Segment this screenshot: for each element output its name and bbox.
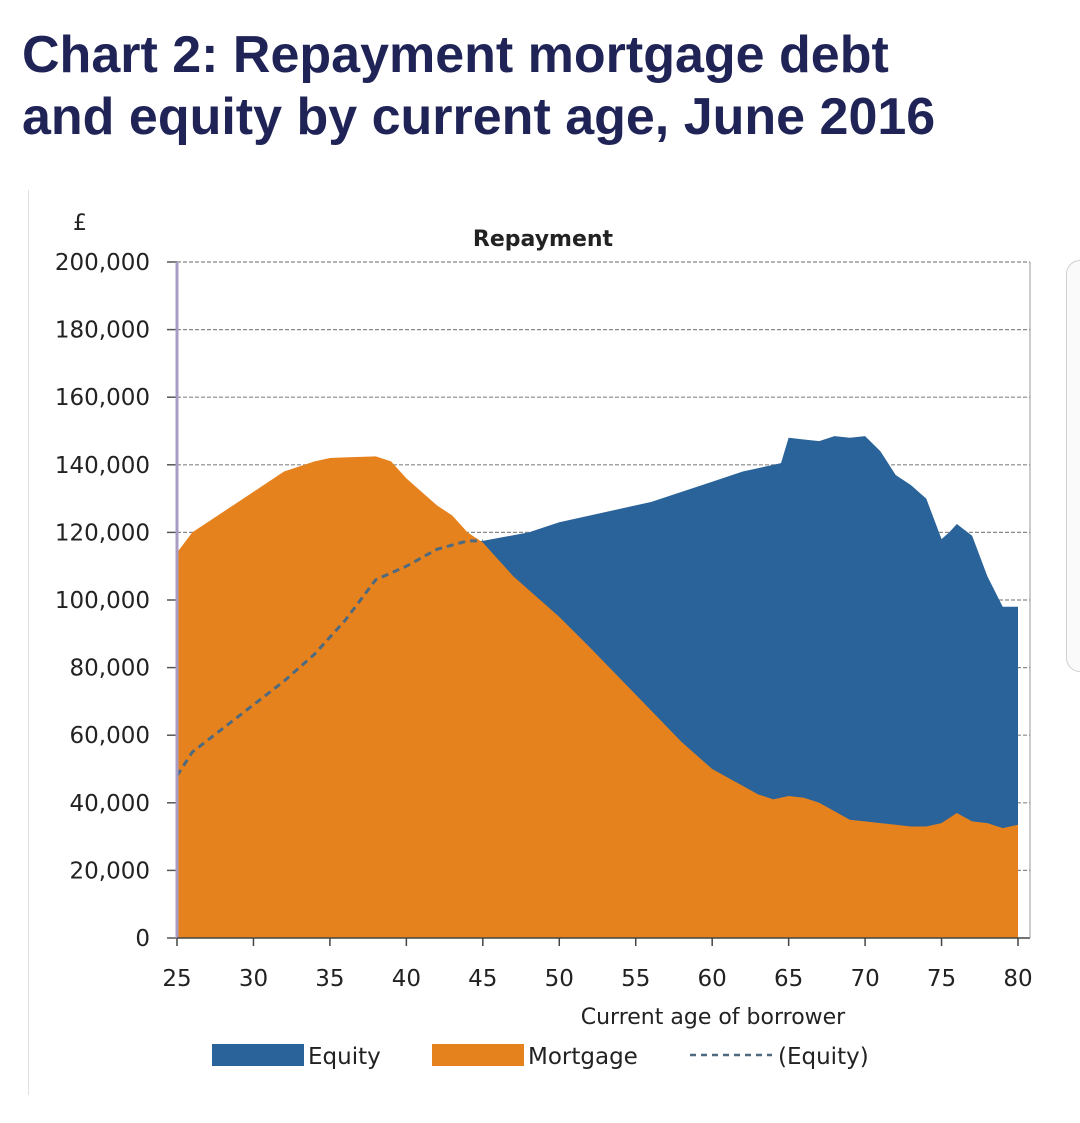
x-axis-title: Current age of borrower [581, 1005, 846, 1030]
y-tick-label: 20,000 [70, 858, 150, 884]
y-tick-label: 100,000 [55, 588, 150, 614]
y-tick-label: 60,000 [70, 723, 150, 749]
legend-label: Mortgage [528, 1044, 638, 1070]
y-axis-unit-label: £ [73, 211, 87, 236]
x-tick-label: 35 [315, 966, 344, 992]
y-tick-label: 0 [135, 926, 150, 952]
y-tick-label: 200,000 [55, 250, 150, 276]
y-tick-label: 160,000 [55, 385, 150, 411]
y-tick-label: 140,000 [55, 453, 150, 479]
page-title: Chart 2: Repayment mortgage debt and equ… [22, 24, 1062, 148]
x-tick-label: 25 [162, 966, 191, 992]
y-tick-label: 180,000 [55, 318, 150, 344]
x-tick-label: 60 [698, 966, 727, 992]
axes [167, 261, 1031, 946]
equity-dashed-line [175, 539, 483, 777]
page-title-line-2: and equity by current age, June 2016 [22, 88, 936, 146]
legend-swatch [432, 1044, 524, 1066]
y-tick-labels: 0 20,000 40,000 60,000 80,000 100,000 120,000 1… [55, 250, 150, 952]
y-tick-label: 80,000 [70, 656, 150, 682]
y-tick-label: 40,000 [70, 791, 150, 817]
legend-label: (Equity) [778, 1044, 869, 1070]
chart-panel-title: Repayment [473, 227, 614, 252]
x-tick-label: 45 [468, 966, 497, 992]
frame-line [28, 190, 29, 1095]
x-tick-label: 55 [621, 966, 650, 992]
legend: Equity Mortgage (Equity) [212, 1044, 869, 1070]
x-tick-label: 65 [774, 966, 803, 992]
y-tick-label: 120,000 [55, 520, 150, 546]
page-title-line-1: Chart 2: Repayment mortgage debt [22, 26, 889, 84]
legend-label: Equity [308, 1044, 381, 1070]
x-tick-label: 80 [1003, 966, 1032, 992]
x-tick-label: 50 [545, 966, 574, 992]
mortgage-area [177, 456, 1018, 938]
x-tick-labels: 25 30 35 40 45 50 55 60 65 70 75 80 [162, 966, 1032, 992]
x-tick-label: 40 [392, 966, 421, 992]
legend-swatch [212, 1044, 304, 1066]
x-tick-label: 70 [850, 966, 879, 992]
x-tick-label: 30 [239, 966, 268, 992]
x-tick-label: 75 [927, 966, 956, 992]
plot-areas [175, 436, 1018, 938]
